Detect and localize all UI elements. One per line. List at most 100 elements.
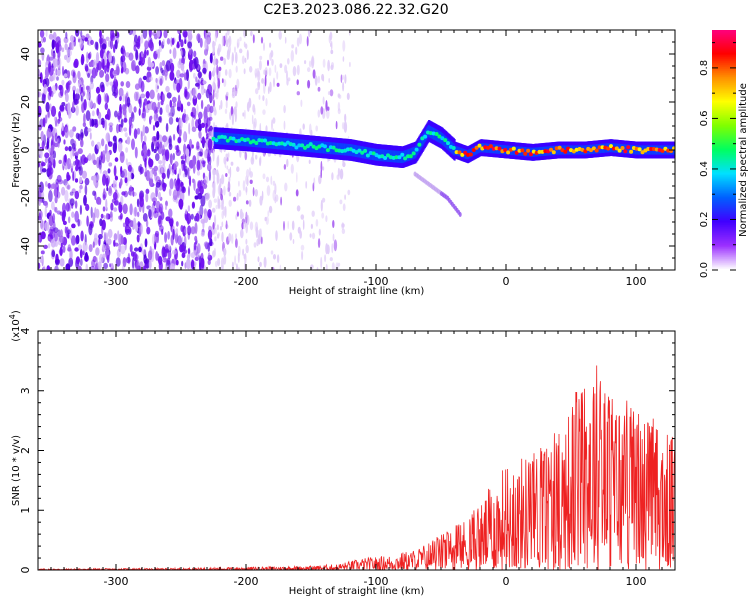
noise-mark — [183, 143, 187, 154]
noise-mark — [59, 258, 65, 267]
signal-peak — [394, 155, 399, 160]
noise-mark — [91, 259, 96, 268]
noise-mark — [197, 181, 202, 191]
noise-mark — [163, 69, 169, 77]
noise-mark — [240, 228, 244, 239]
noise-mark — [272, 117, 276, 124]
noise-mark — [249, 221, 254, 231]
noise-mark — [112, 192, 118, 201]
noise-mark — [140, 80, 145, 93]
noise-mark — [332, 233, 335, 242]
noise-mark — [250, 30, 253, 37]
noise-mark — [148, 39, 154, 49]
noise-mark — [149, 170, 154, 180]
noise-mark — [67, 102, 71, 113]
noise-mark — [95, 247, 100, 256]
noise-mark — [101, 243, 106, 250]
colorbar-tick-label: 0.2 — [699, 212, 710, 228]
noise-mark — [54, 231, 58, 242]
noise-mark — [223, 156, 227, 165]
noise-mark — [123, 117, 128, 123]
noise-mark — [95, 257, 98, 269]
noise-mark — [175, 179, 181, 192]
noise-mark — [157, 92, 161, 101]
noise-mark — [286, 158, 289, 168]
noise-mark — [122, 257, 127, 268]
noise-mark — [212, 99, 215, 108]
noise-mark — [171, 249, 177, 255]
noise-mark — [201, 160, 206, 165]
colorbar-cell — [712, 74, 736, 77]
noise-mark — [74, 178, 79, 183]
noise-mark — [162, 154, 166, 166]
noise-mark — [234, 233, 238, 240]
signal-peak — [557, 145, 562, 150]
colorbar-cell — [712, 248, 736, 251]
noise-mark — [106, 108, 111, 121]
noise-mark — [135, 223, 139, 233]
noise-mark — [85, 263, 89, 270]
signal-peak — [434, 132, 439, 136]
noise-mark — [102, 174, 107, 186]
colorbar-cell — [712, 144, 736, 147]
noise-mark — [280, 196, 282, 206]
noise-mark — [143, 135, 147, 143]
noise-mark — [121, 191, 126, 196]
noise-mark — [79, 39, 83, 49]
noise-mark — [223, 247, 227, 257]
noise-mark — [225, 99, 228, 109]
signal-peak — [231, 136, 236, 141]
signal-peak — [546, 149, 551, 154]
colorbar-cell — [712, 30, 736, 33]
noise-mark — [70, 148, 73, 160]
noise-mark — [80, 30, 83, 38]
signal-peak — [551, 150, 556, 155]
noise-mark — [72, 101, 75, 113]
noise-mark — [197, 71, 203, 79]
colorbar-cell — [712, 228, 736, 231]
noise-mark — [202, 80, 207, 85]
snr-series-line — [38, 365, 675, 570]
noise-mark — [103, 231, 107, 243]
noise-mark — [75, 30, 80, 37]
noise-mark — [56, 210, 61, 215]
noise-mark — [161, 145, 165, 155]
noise-mark — [169, 71, 175, 81]
noise-mark — [228, 232, 232, 242]
noise-mark — [169, 49, 172, 54]
noise-mark — [302, 219, 305, 230]
colorbar-cell — [712, 256, 736, 259]
colorbar-cell — [712, 56, 736, 59]
noise-mark — [180, 49, 183, 57]
noise-mark — [168, 143, 173, 151]
noise-mark — [59, 229, 63, 238]
noise-mark — [99, 48, 104, 59]
noise-mark — [287, 220, 290, 230]
noise-mark — [165, 205, 167, 210]
noise-mark — [226, 157, 229, 162]
noise-mark — [234, 46, 236, 54]
noise-mark — [120, 56, 123, 68]
noise-mark — [149, 115, 153, 121]
noise-mark — [151, 141, 155, 152]
noise-mark — [114, 39, 118, 50]
noise-mark — [195, 188, 200, 195]
noise-mark — [251, 114, 254, 125]
noise-mark — [181, 260, 184, 267]
noise-mark — [194, 222, 198, 235]
noise-mark — [212, 168, 215, 176]
noise-mark — [295, 189, 299, 197]
noise-mark — [38, 59, 42, 68]
noise-mark — [196, 33, 201, 42]
noise-mark — [85, 85, 90, 91]
noise-mark — [207, 252, 211, 259]
noise-mark — [162, 93, 165, 102]
noise-mark — [68, 216, 71, 224]
noise-mark — [165, 122, 169, 133]
noise-mark — [44, 67, 50, 79]
noise-mark — [252, 187, 255, 197]
noise-mark — [142, 30, 148, 39]
noise-mark — [80, 230, 84, 242]
noise-mark — [143, 49, 147, 59]
noise-mark — [217, 232, 220, 237]
